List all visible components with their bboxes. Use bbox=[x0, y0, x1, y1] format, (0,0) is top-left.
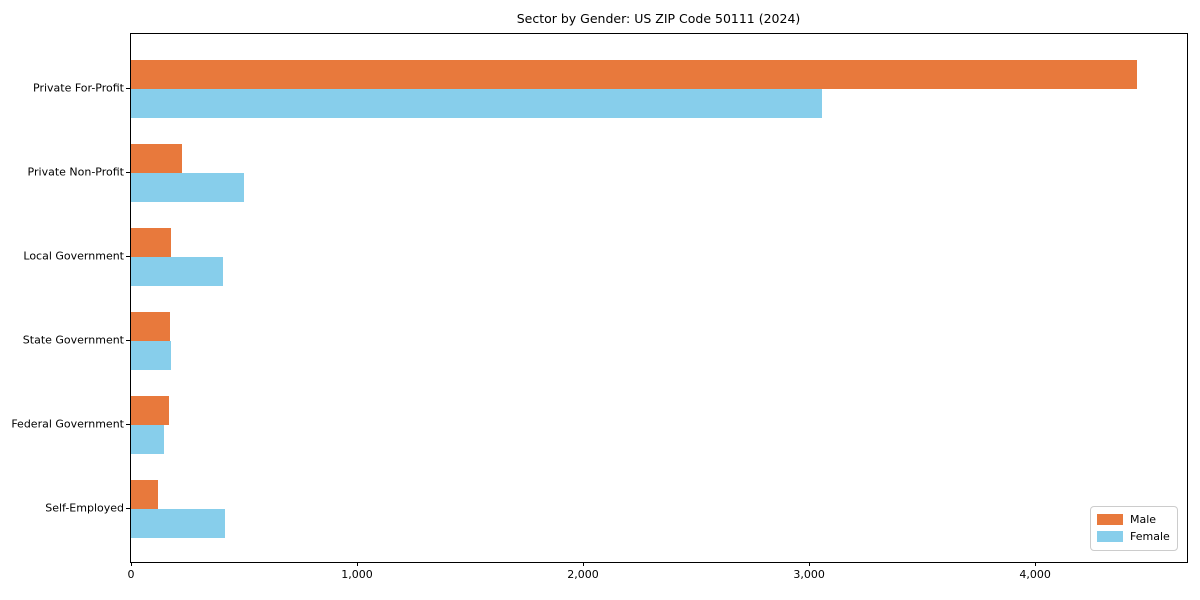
legend: Male Female bbox=[1090, 506, 1178, 551]
legend-label-male: Male bbox=[1130, 513, 1157, 526]
x-tick-label: 4,000 bbox=[1019, 568, 1051, 581]
category-label: State Government bbox=[22, 333, 124, 347]
y-tick-mark bbox=[126, 172, 130, 173]
bar-male-5 bbox=[131, 480, 158, 509]
y-tick-mark bbox=[126, 256, 130, 257]
y-tick-mark bbox=[126, 424, 130, 425]
y-tick-mark bbox=[126, 340, 130, 341]
bar-female-1 bbox=[131, 173, 245, 202]
x-tick-mark bbox=[131, 562, 132, 566]
bar-male-4 bbox=[131, 396, 170, 425]
category-label: Private Non-Profit bbox=[27, 165, 124, 179]
category-label: Federal Government bbox=[11, 417, 124, 431]
chart-title: Sector by Gender: US ZIP Code 50111 (202… bbox=[516, 11, 801, 26]
bar-female-5 bbox=[131, 509, 226, 538]
x-tick-label: 2,000 bbox=[567, 568, 599, 581]
y-tick-mark bbox=[126, 508, 130, 509]
category-label: Local Government bbox=[23, 249, 124, 263]
female-swatch-icon bbox=[1097, 531, 1123, 542]
bar-male-0 bbox=[131, 60, 1137, 89]
bar-male-2 bbox=[131, 228, 171, 257]
x-tick-label: 0 bbox=[127, 568, 135, 581]
x-tick-mark bbox=[809, 562, 811, 566]
category-label: Self-Employed bbox=[45, 501, 124, 515]
bar-female-2 bbox=[131, 257, 223, 286]
category-label: Private For-Profit bbox=[33, 81, 124, 95]
legend-item-female: Female bbox=[1097, 528, 1171, 545]
x-tick-label: 3,000 bbox=[793, 568, 825, 581]
plot-area bbox=[130, 33, 1188, 563]
legend-label-female: Female bbox=[1130, 530, 1170, 543]
x-tick-mark bbox=[1035, 562, 1037, 566]
bar-female-3 bbox=[131, 341, 171, 370]
bar-male-3 bbox=[131, 312, 170, 341]
x-tick-mark bbox=[583, 562, 585, 566]
y-tick-mark bbox=[126, 88, 130, 89]
bar-female-4 bbox=[131, 425, 164, 454]
legend-item-male: Male bbox=[1097, 511, 1171, 528]
x-tick-mark bbox=[357, 562, 359, 566]
x-tick-label: 1,000 bbox=[341, 568, 373, 581]
male-swatch-icon bbox=[1097, 514, 1123, 525]
bar-female-0 bbox=[131, 89, 823, 118]
bar-male-1 bbox=[131, 144, 183, 173]
